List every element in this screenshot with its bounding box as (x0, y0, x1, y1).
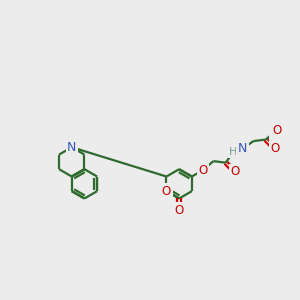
Text: O: O (175, 203, 184, 217)
Text: N: N (238, 142, 247, 155)
Text: O: O (270, 142, 280, 155)
Text: H: H (229, 147, 238, 157)
Text: O: O (198, 164, 207, 177)
Text: O: O (230, 165, 240, 178)
Text: O: O (272, 124, 281, 137)
Text: O: O (162, 185, 171, 198)
Text: N: N (67, 141, 76, 154)
